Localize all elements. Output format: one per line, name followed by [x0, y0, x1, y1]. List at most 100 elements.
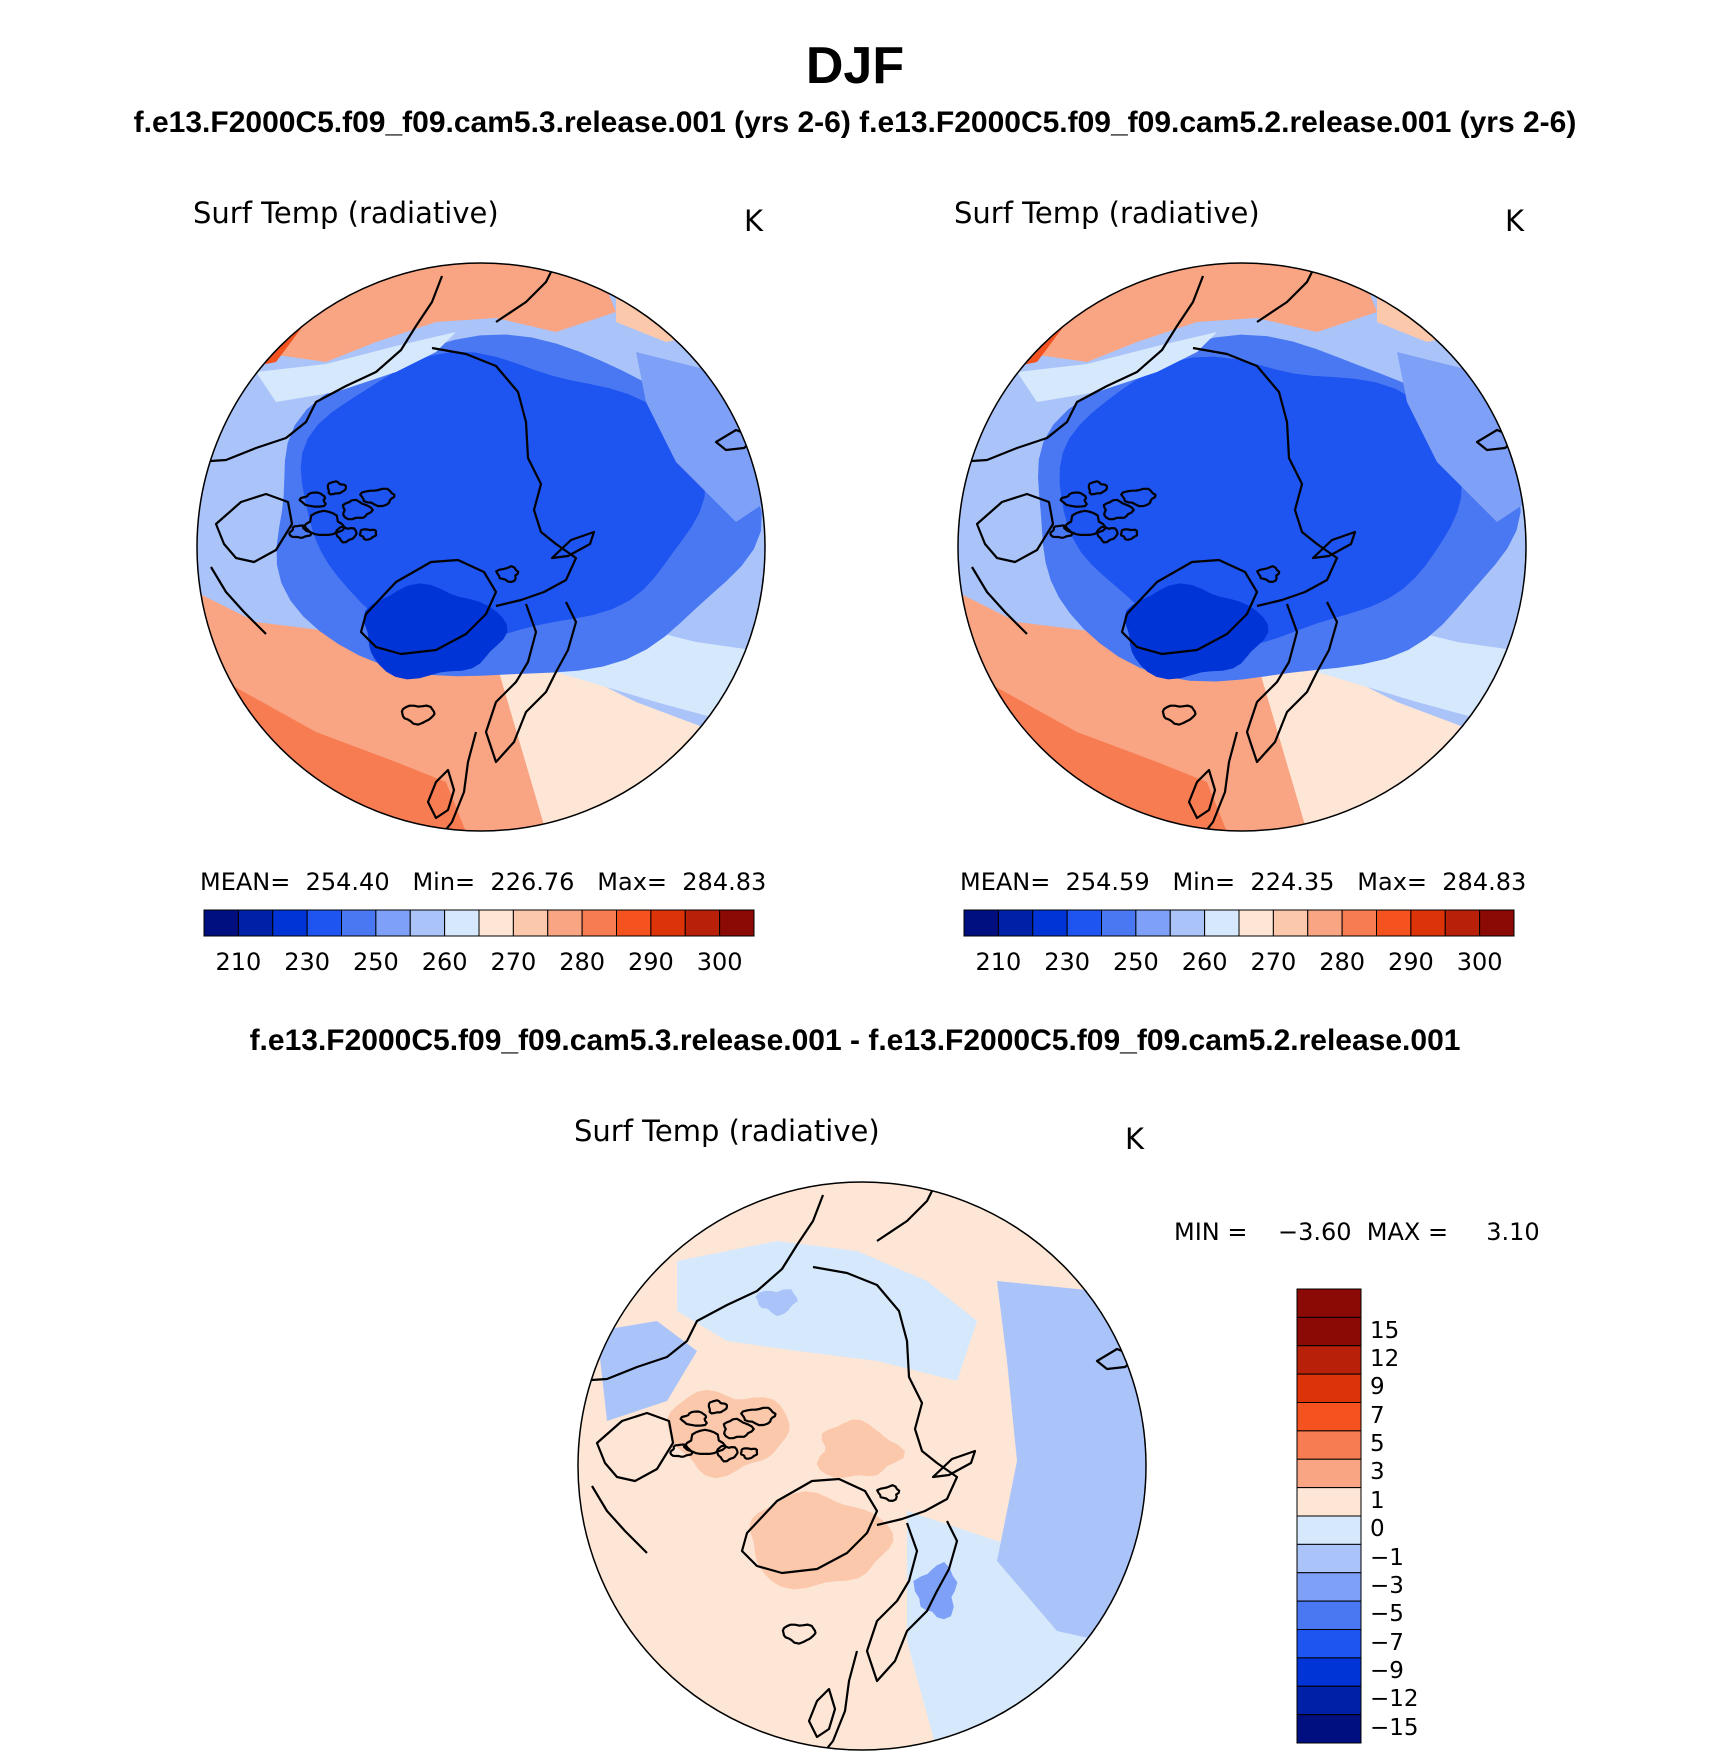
diff-colorbar-swatch-9 — [1296, 1543, 1362, 1574]
panel2-polar-map — [957, 262, 1527, 832]
diff-colorbar-swatch-4 — [1296, 1402, 1362, 1432]
panel2-colorbar-swatch-7 — [1204, 909, 1240, 937]
diff-colorbar-tick-label: 7 — [1370, 1402, 1385, 1429]
panel1-field-arctic-colder — [300, 351, 706, 644]
diff-colorbar-swatch-8 — [1296, 1515, 1362, 1545]
panel2-colorbar-tick-label: 250 — [1112, 948, 1159, 976]
diff-colorbar-tick-label: 3 — [1370, 1459, 1385, 1486]
panel1-coast-scandinavia — [484, 601, 578, 764]
diff-colorbar-swatch-2 — [1296, 1345, 1362, 1375]
panel1-colorbar-tick-label: 260 — [421, 948, 468, 976]
panel2-units-label: K — [1505, 204, 1525, 238]
panel1-colorbar-tick-label: 280 — [559, 948, 606, 976]
case-titles: f.e13.F2000C5.f09_f09.cam5.3.release.001… — [133, 106, 1577, 139]
diff-colorbar-tick-label: 5 — [1370, 1431, 1385, 1458]
panel2-coast-siberia — [1192, 346, 1339, 608]
panel2-colorbar-tick-label: 230 — [1044, 948, 1091, 976]
diff-coast-island — [682, 1428, 728, 1455]
panel1-coast-island — [326, 480, 347, 496]
diff-coast-europe — [824, 1650, 859, 1750]
diff-field-central-warm — [816, 1419, 905, 1478]
diff-coast-island — [669, 1443, 694, 1458]
diff-colorbar-tick-label: −12 — [1370, 1686, 1419, 1713]
diff-coast-novaya-zemlya — [931, 1449, 977, 1479]
panel1-coast-island — [341, 498, 374, 521]
panel1-coast-siberia — [431, 346, 578, 608]
panel1-colorbar-ticks: 210 230 250 260 270 280 290 300 — [204, 948, 754, 978]
diff-colorbar-swatch-10 — [1296, 1572, 1362, 1602]
diff-colorbar-tick-label: 1 — [1370, 1487, 1385, 1514]
diff-coast-island — [722, 1417, 755, 1440]
diff-coast-siberia — [812, 1265, 959, 1527]
diff-coast-iceland — [781, 1623, 817, 1645]
diff-colorbar-ticks: 15 12 9 7 5 3 1 0 −1 −3 −5 −7 −9 −12 −15 — [1308, 1288, 1419, 1744]
diff-colorbar-tick-label: −7 — [1370, 1629, 1404, 1656]
panel2-field-greenland-coldest — [1124, 583, 1269, 680]
panel1-colorbar-tick-label: 270 — [490, 948, 537, 976]
panel2-coast-labrador — [971, 566, 1028, 635]
diff-colorbar-tick-label: −15 — [1370, 1714, 1419, 1741]
panel2-coast-novaya-zemlya — [1311, 530, 1357, 560]
diff-coast-island — [707, 1399, 728, 1415]
diff-variable-label: Surf Temp (radiative) — [574, 1114, 880, 1148]
panel2-colorbar-swatch-9 — [1272, 909, 1309, 937]
panel1-colorbar-swatch-14 — [684, 909, 721, 937]
diff-fields — [578, 1182, 1146, 1750]
diff-coast-island — [679, 1410, 708, 1427]
panel2-colorbar-ticks: 210 230 250 260 270 280 290 300 — [964, 948, 1514, 978]
diff-coast-svalbard — [876, 1484, 901, 1502]
panel1-coast-iceland — [400, 704, 436, 726]
diff-colorbar-swatch-11 — [1296, 1600, 1362, 1630]
panel1-coast-island — [298, 491, 327, 508]
panel1-units-label: K — [744, 204, 764, 238]
panel2-coast-uk — [1187, 768, 1217, 820]
panel1-coast-island — [358, 528, 378, 541]
panel2-colorbar-swatch-4 — [1101, 909, 1137, 937]
panel2-colorbar-swatch-12 — [1376, 909, 1412, 937]
panel2-colorbar-swatch-8 — [1238, 909, 1274, 937]
panel1-colorbar-swatch-15 — [719, 909, 755, 937]
panel2-coast-island — [1087, 480, 1108, 496]
panel2-colorbar-tick-label: 270 — [1250, 948, 1297, 976]
diff-coast-uk — [807, 1687, 837, 1739]
panel1-colorbar-swatch-13 — [650, 909, 686, 937]
diff-coast-scandinavia — [865, 1520, 959, 1683]
panel1-colorbar-swatch-3 — [306, 909, 342, 937]
panel2-coast-iceland — [1161, 704, 1197, 726]
panel2-colorbar-swatch-3 — [1066, 909, 1102, 937]
panel2-colorbar-swatch-0 — [963, 909, 999, 937]
panel2-colorbar-tick-label: 280 — [1319, 948, 1366, 976]
panel1-fields — [197, 263, 765, 831]
panel2-map-border — [957, 262, 1527, 832]
panel2-colorbar-tick-label: 260 — [1181, 948, 1228, 976]
panel1-colorbar-swatch-9 — [512, 909, 549, 937]
diff-field-spot-colder — [913, 1562, 958, 1620]
diff-coast-labrador — [591, 1485, 648, 1554]
diff-colorbar-swatch-13 — [1296, 1657, 1362, 1687]
diff-colorbar-swatch-12 — [1296, 1629, 1362, 1659]
panel2-fields — [958, 263, 1526, 831]
panel2-field-bering-cool — [1017, 332, 1217, 402]
panel2-coast-island — [1102, 498, 1135, 521]
panel1-field-eastern-cool — [636, 352, 765, 522]
panel1-variable-label: Surf Temp (radiative) — [193, 196, 499, 230]
panel1-coast-island — [288, 524, 313, 539]
panel1-coast-greenland — [359, 558, 498, 656]
panel2-coast-island — [1059, 491, 1088, 508]
diff-stats: MIN = −3.60 MAX = 3.10 — [1174, 1218, 1540, 1246]
diff-colorbar-swatch-5 — [1296, 1430, 1362, 1460]
panel1-colorbar-swatch-1 — [237, 909, 274, 937]
panel1-coast-svalbard — [495, 565, 520, 583]
panel1-colorbar-tick-label: 300 — [696, 948, 743, 976]
diff-colorbar-tick-label: −5 — [1370, 1601, 1404, 1628]
panel1-coast-labrador — [210, 566, 267, 635]
panel2-coast-europe — [1204, 731, 1239, 831]
diff-field-siberia-cold — [997, 1281, 1146, 1651]
diff-colorbar — [1296, 1288, 1362, 1744]
panel2-coast-svalbard — [1256, 565, 1281, 583]
panel2-coast-greenland — [1120, 558, 1259, 656]
panel1-colorbar-swatch-12 — [616, 909, 652, 937]
panel2-colorbar-tick-label: 210 — [975, 948, 1022, 976]
panel1-colorbar-tick-label: 210 — [215, 948, 262, 976]
diff-colorbar-tick-label: 15 — [1370, 1317, 1400, 1344]
